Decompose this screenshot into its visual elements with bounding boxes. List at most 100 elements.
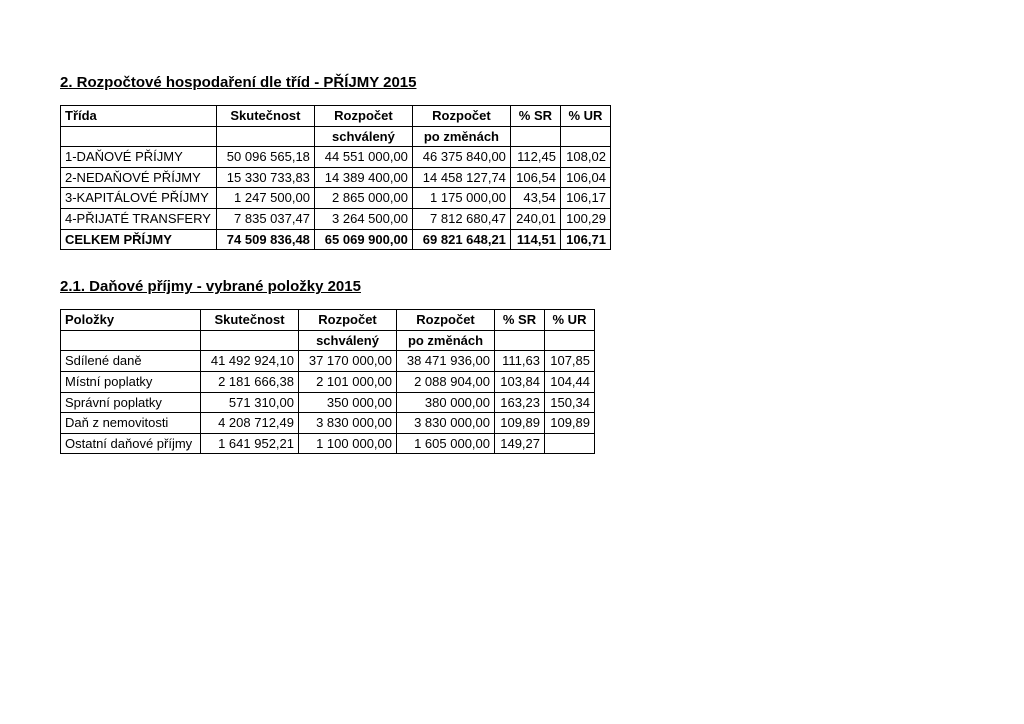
cell-value: 50 096 565,18 (216, 147, 314, 168)
cell-value: 15 330 733,83 (216, 167, 314, 188)
col-subheader (216, 126, 314, 147)
cell-value: 1 247 500,00 (216, 188, 314, 209)
section1-title: 2. Rozpočtové hospodaření dle tříd - PŘÍ… (60, 74, 964, 91)
col-header: % SR (510, 106, 560, 127)
cell-value: 69 821 648,21 (412, 229, 510, 250)
col-header: % SR (495, 310, 545, 331)
cell-value: 107,85 (545, 351, 595, 372)
cell-label: Místní poplatky (61, 371, 201, 392)
cell-value: 100,29 (560, 208, 610, 229)
cell-value: 149,27 (495, 433, 545, 454)
table-row: Místní poplatky 2 181 666,38 2 101 000,0… (61, 371, 595, 392)
cell-value: 106,71 (560, 229, 610, 250)
cell-label: Ostatní daňové příjmy (61, 433, 201, 454)
cell-value: 109,89 (495, 413, 545, 434)
cell-value: 1 641 952,21 (201, 433, 299, 454)
col-subheader (545, 330, 595, 351)
cell-value: 46 375 840,00 (412, 147, 510, 168)
cell-value: 14 458 127,74 (412, 167, 510, 188)
cell-value: 109,89 (545, 413, 595, 434)
table-header-row: Položky Skutečnost Rozpočet Rozpočet % S… (61, 310, 595, 331)
table-row: Ostatní daňové příjmy 1 641 952,21 1 100… (61, 433, 595, 454)
cell-value: 380 000,00 (397, 392, 495, 413)
col-subheader (510, 126, 560, 147)
cell-value: 14 389 400,00 (314, 167, 412, 188)
cell-value: 3 830 000,00 (299, 413, 397, 434)
cell-value: 103,84 (495, 371, 545, 392)
cell-value: 240,01 (510, 208, 560, 229)
cell-value: 74 509 836,48 (216, 229, 314, 250)
col-subheader (201, 330, 299, 351)
cell-value: 41 492 924,10 (201, 351, 299, 372)
cell-value: 43,54 (510, 188, 560, 209)
cell-label: 1-DAŇOVÉ PŘÍJMY (61, 147, 217, 168)
cell-value: 104,44 (545, 371, 595, 392)
col-subheader: schválený (314, 126, 412, 147)
cell-value: 112,45 (510, 147, 560, 168)
table-total-row: CELKEM PŘÍJMY 74 509 836,48 65 069 900,0… (61, 229, 611, 250)
cell-value: 111,63 (495, 351, 545, 372)
cell-value: 44 551 000,00 (314, 147, 412, 168)
col-header: Rozpočet (397, 310, 495, 331)
col-header: Skutečnost (201, 310, 299, 331)
col-subheader (61, 126, 217, 147)
cell-value: 65 069 900,00 (314, 229, 412, 250)
cell-value: 7 835 037,47 (216, 208, 314, 229)
col-header: Položky (61, 310, 201, 331)
cell-label: Správní poplatky (61, 392, 201, 413)
table-header-row: Třída Skutečnost Rozpočet Rozpočet % SR … (61, 106, 611, 127)
cell-value: 1 175 000,00 (412, 188, 510, 209)
table-row: 4-PŘIJATÉ TRANSFERY 7 835 037,47 3 264 5… (61, 208, 611, 229)
cell-value: 350 000,00 (299, 392, 397, 413)
table-subheader-row: schválený po změnách (61, 126, 611, 147)
cell-value: 571 310,00 (201, 392, 299, 413)
cell-value: 2 101 000,00 (299, 371, 397, 392)
cell-value: 4 208 712,49 (201, 413, 299, 434)
cell-value: 7 812 680,47 (412, 208, 510, 229)
cell-value: 1 605 000,00 (397, 433, 495, 454)
col-subheader (61, 330, 201, 351)
section2-title: 2.1. Daňové příjmy - vybrané položky 201… (60, 278, 964, 295)
cell-value: 37 170 000,00 (299, 351, 397, 372)
col-subheader: schválený (299, 330, 397, 351)
col-header: Rozpočet (299, 310, 397, 331)
document-page: 2. Rozpočtové hospodaření dle tříd - PŘÍ… (0, 0, 1024, 494)
table-subheader-row: schválený po změnách (61, 330, 595, 351)
cell-value: 163,23 (495, 392, 545, 413)
cell-value: 3 830 000,00 (397, 413, 495, 434)
cell-value: 3 264 500,00 (314, 208, 412, 229)
cell-value: 106,54 (510, 167, 560, 188)
col-subheader (560, 126, 610, 147)
cell-label: Sdílené daně (61, 351, 201, 372)
table-row: 3-KAPITÁLOVÉ PŘÍJMY 1 247 500,00 2 865 0… (61, 188, 611, 209)
table-row: Sdílené daně 41 492 924,10 37 170 000,00… (61, 351, 595, 372)
col-header: Rozpočet (314, 106, 412, 127)
table-row: Správní poplatky 571 310,00 350 000,00 3… (61, 392, 595, 413)
col-header: % UR (560, 106, 610, 127)
cell-label: 4-PŘIJATÉ TRANSFERY (61, 208, 217, 229)
cell-value: 108,02 (560, 147, 610, 168)
col-subheader (495, 330, 545, 351)
cell-value: 1 100 000,00 (299, 433, 397, 454)
col-header: Třída (61, 106, 217, 127)
table-row: Daň z nemovitosti 4 208 712,49 3 830 000… (61, 413, 595, 434)
cell-value: 106,17 (560, 188, 610, 209)
cell-label: 3-KAPITÁLOVÉ PŘÍJMY (61, 188, 217, 209)
cell-label: 2-NEDAŇOVÉ PŘÍJMY (61, 167, 217, 188)
cell-value (545, 433, 595, 454)
col-header: % UR (545, 310, 595, 331)
cell-label: CELKEM PŘÍJMY (61, 229, 217, 250)
cell-value: 2 181 666,38 (201, 371, 299, 392)
cell-label: Daň z nemovitosti (61, 413, 201, 434)
table-prijmy: Třída Skutečnost Rozpočet Rozpočet % SR … (60, 105, 611, 250)
col-subheader: po změnách (412, 126, 510, 147)
col-subheader: po změnách (397, 330, 495, 351)
table-row: 2-NEDAŇOVÉ PŘÍJMY 15 330 733,83 14 389 4… (61, 167, 611, 188)
cell-value: 2 865 000,00 (314, 188, 412, 209)
col-header: Rozpočet (412, 106, 510, 127)
cell-value: 106,04 (560, 167, 610, 188)
cell-value: 2 088 904,00 (397, 371, 495, 392)
cell-value: 114,51 (510, 229, 560, 250)
table-polozky: Položky Skutečnost Rozpočet Rozpočet % S… (60, 309, 595, 454)
cell-value: 38 471 936,00 (397, 351, 495, 372)
